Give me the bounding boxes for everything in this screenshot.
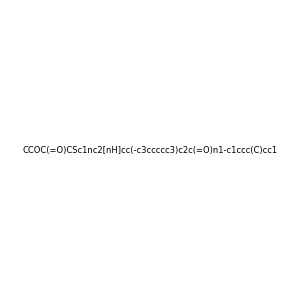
Text: CCOC(=O)CSc1nc2[nH]cc(-c3ccccc3)c2c(=O)n1-c1ccc(C)cc1: CCOC(=O)CSc1nc2[nH]cc(-c3ccccc3)c2c(=O)n… <box>22 146 278 154</box>
